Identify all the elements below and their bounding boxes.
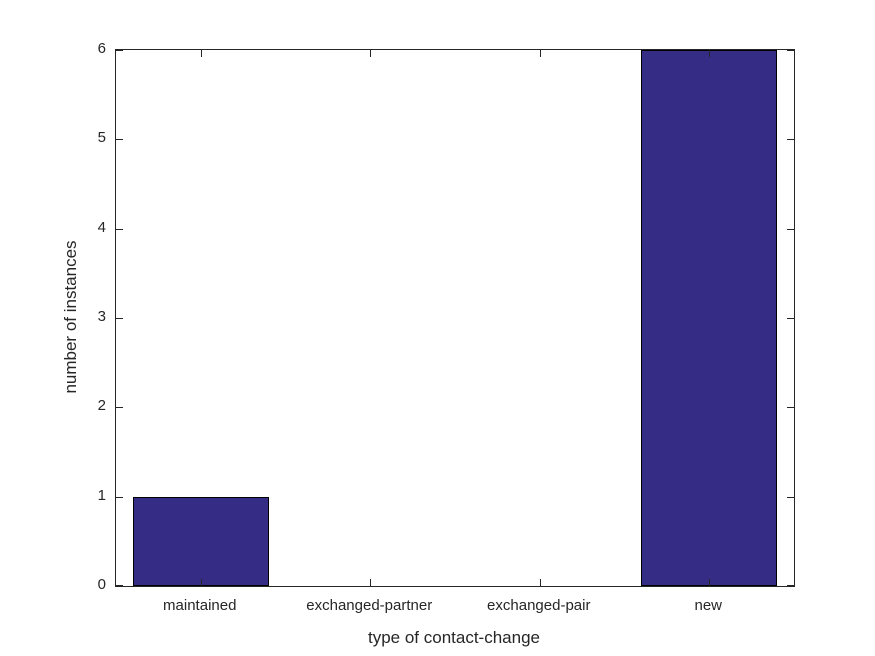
x-tick bbox=[540, 50, 541, 57]
y-tick-label: 4 bbox=[97, 218, 106, 236]
x-tick bbox=[370, 579, 371, 586]
y-tick bbox=[116, 229, 123, 230]
y-tick bbox=[787, 50, 794, 51]
x-tick bbox=[201, 50, 202, 57]
y-tick-label: 2 bbox=[97, 397, 106, 415]
x-tick bbox=[540, 579, 541, 586]
y-tick-label: 3 bbox=[97, 308, 106, 325]
x-tick bbox=[370, 50, 371, 57]
x-tick-label-exchanged-pair: exchanged-pair bbox=[487, 597, 591, 614]
y-tick bbox=[116, 497, 123, 498]
y-tick-label: 0 bbox=[97, 576, 106, 593]
y-tick bbox=[116, 50, 123, 51]
y-tick bbox=[787, 229, 794, 230]
x-tick-label-exchanged-partner: exchanged-partner bbox=[306, 597, 433, 614]
y-tick-label: 6 bbox=[97, 40, 106, 57]
y-tick bbox=[116, 585, 123, 586]
y-tick bbox=[787, 318, 794, 319]
y-tick bbox=[787, 407, 794, 408]
x-tick bbox=[709, 50, 710, 57]
x-axis-label: type of contact-change bbox=[367, 628, 540, 647]
y-tick bbox=[116, 318, 123, 319]
bar-new bbox=[641, 50, 778, 586]
y-tick bbox=[787, 585, 794, 586]
y-tick bbox=[787, 497, 794, 498]
plot-area bbox=[115, 49, 795, 587]
y-tick-label: 5 bbox=[97, 129, 106, 147]
bar-maintained bbox=[132, 497, 269, 586]
x-tick bbox=[201, 579, 202, 586]
x-tick bbox=[709, 579, 710, 586]
y-tick bbox=[787, 139, 794, 140]
x-tick-label-new: new bbox=[694, 597, 723, 614]
y-tick bbox=[116, 139, 123, 140]
x-tick-label-maintained: maintained bbox=[163, 597, 237, 614]
y-tick-label: 1 bbox=[97, 486, 106, 504]
y-tick bbox=[116, 407, 123, 408]
